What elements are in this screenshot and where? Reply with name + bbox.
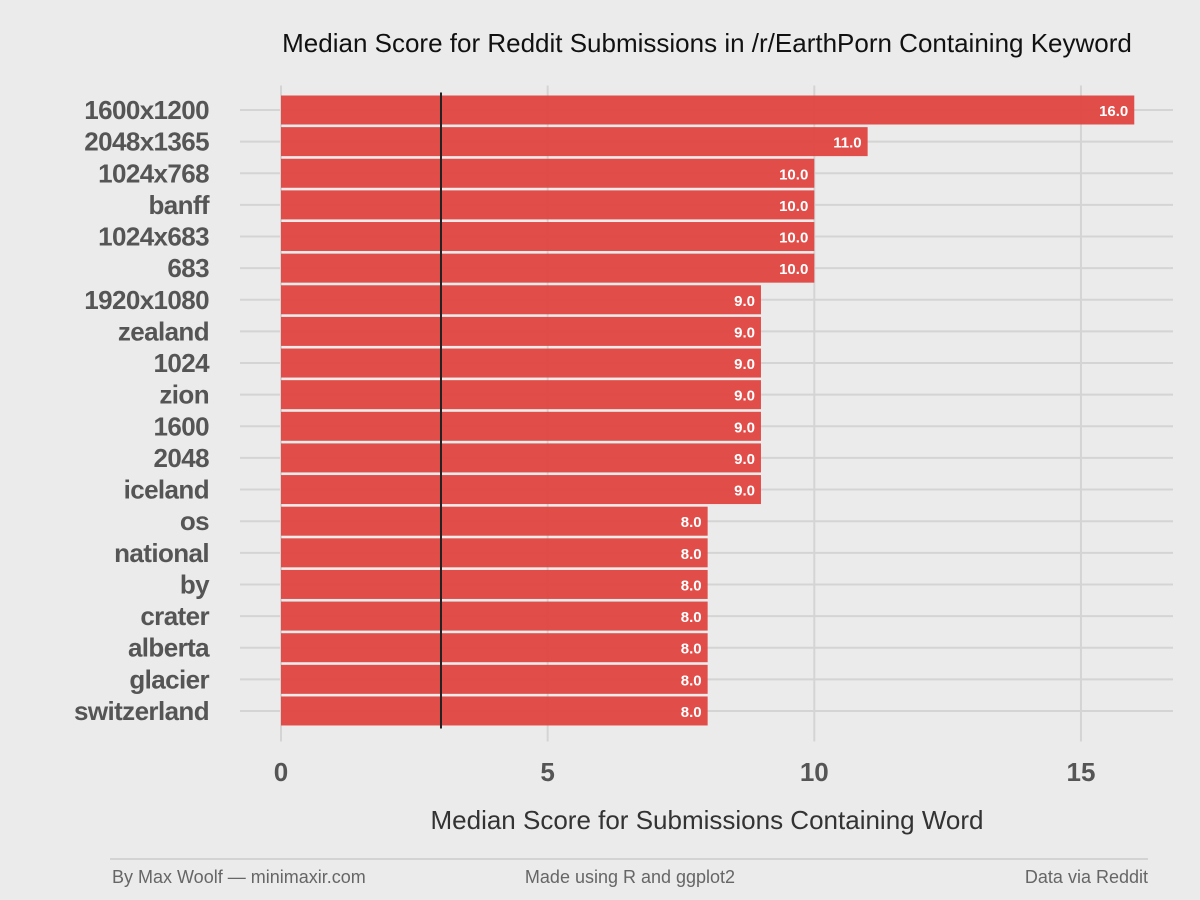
bar bbox=[281, 633, 708, 663]
bar bbox=[281, 411, 761, 441]
bar-value-label: 8.0 bbox=[681, 609, 702, 626]
bar-value-label: 8.0 bbox=[681, 641, 702, 658]
bar bbox=[281, 127, 868, 157]
category-label: by bbox=[180, 569, 210, 599]
bars: 16.0 11.0 10.0 10.0 10.0 10.0 9.0 9.0 9.0 9.0 9.0 9… bbox=[281, 95, 1135, 726]
category-label: national bbox=[114, 538, 209, 568]
bar-value-label: 8.0 bbox=[681, 704, 702, 721]
category-label: iceland bbox=[124, 475, 209, 505]
bar bbox=[281, 380, 761, 410]
x-tick-labels: 0 5 10 15 bbox=[274, 757, 1096, 787]
bar bbox=[281, 443, 761, 473]
bar-value-label: 10.0 bbox=[779, 198, 808, 215]
category-label: 1600 bbox=[154, 411, 210, 441]
bar bbox=[281, 506, 708, 536]
x-axis-title: Median Score for Submissions Containing … bbox=[430, 805, 983, 835]
category-label: glacier bbox=[129, 664, 209, 694]
category-label: zealand bbox=[118, 316, 209, 346]
bar-value-label: 9.0 bbox=[734, 483, 755, 500]
category-label: 1024x768 bbox=[98, 158, 209, 188]
category-label: 1920x1080 bbox=[84, 285, 209, 315]
x-tick-label: 10 bbox=[800, 757, 829, 787]
bar-value-label: 8.0 bbox=[681, 546, 702, 563]
bar bbox=[281, 538, 708, 568]
category-label: 1024 bbox=[154, 348, 211, 378]
category-label: banff bbox=[148, 190, 209, 220]
bar bbox=[281, 253, 815, 283]
footer-credit: By Max Woolf — minimaxir.com bbox=[112, 867, 366, 887]
bar-value-label: 9.0 bbox=[734, 293, 755, 310]
bar bbox=[281, 190, 815, 220]
bar bbox=[281, 285, 761, 315]
bar-value-label: 10.0 bbox=[779, 166, 808, 183]
bar-value-label: 9.0 bbox=[734, 356, 755, 373]
bar bbox=[281, 316, 761, 346]
bar-value-label: 8.0 bbox=[681, 514, 702, 531]
bar bbox=[281, 696, 708, 726]
bar-value-label: 16.0 bbox=[1099, 103, 1128, 120]
bar-value-label: 8.0 bbox=[681, 672, 702, 689]
bar bbox=[281, 664, 708, 694]
bar-value-label: 11.0 bbox=[833, 135, 861, 152]
category-label: alberta bbox=[128, 633, 210, 663]
bar bbox=[281, 95, 1135, 125]
category-label: 1600x1200 bbox=[84, 95, 209, 125]
bar-value-label: 9.0 bbox=[734, 324, 755, 341]
x-tick-label: 15 bbox=[1066, 757, 1095, 787]
bar-value-label: 9.0 bbox=[734, 419, 755, 436]
category-label: os bbox=[180, 506, 209, 536]
bar-value-label: 9.0 bbox=[734, 451, 755, 468]
category-label: zion bbox=[159, 380, 209, 410]
bar bbox=[281, 222, 815, 252]
bar-value-label: 8.0 bbox=[681, 577, 702, 594]
bar bbox=[281, 348, 761, 378]
x-tick-label: 0 bbox=[274, 757, 288, 787]
category-labels: 1600x12002048x13651024x768banff1024x6836… bbox=[74, 95, 211, 726]
chart-title: Median Score for Reddit Submissions in /… bbox=[282, 28, 1132, 58]
footer-source: Data via Reddit bbox=[1025, 867, 1148, 887]
footer-tools: Made using R and ggplot2 bbox=[525, 867, 735, 887]
bar-value-label: 10.0 bbox=[779, 230, 808, 247]
category-label: crater bbox=[140, 601, 209, 631]
category-label: switzerland bbox=[74, 696, 209, 726]
bar bbox=[281, 475, 761, 505]
bar-value-label: 10.0 bbox=[779, 261, 808, 278]
category-label: 683 bbox=[167, 253, 209, 283]
x-tick-label: 5 bbox=[540, 757, 554, 787]
bar-value-label: 9.0 bbox=[734, 388, 755, 405]
category-label: 2048 bbox=[154, 443, 210, 473]
category-label: 1024x683 bbox=[98, 222, 209, 252]
category-label: 2048x1365 bbox=[84, 127, 209, 157]
bar bbox=[281, 158, 815, 188]
bar bbox=[281, 601, 708, 631]
bar bbox=[281, 569, 708, 599]
